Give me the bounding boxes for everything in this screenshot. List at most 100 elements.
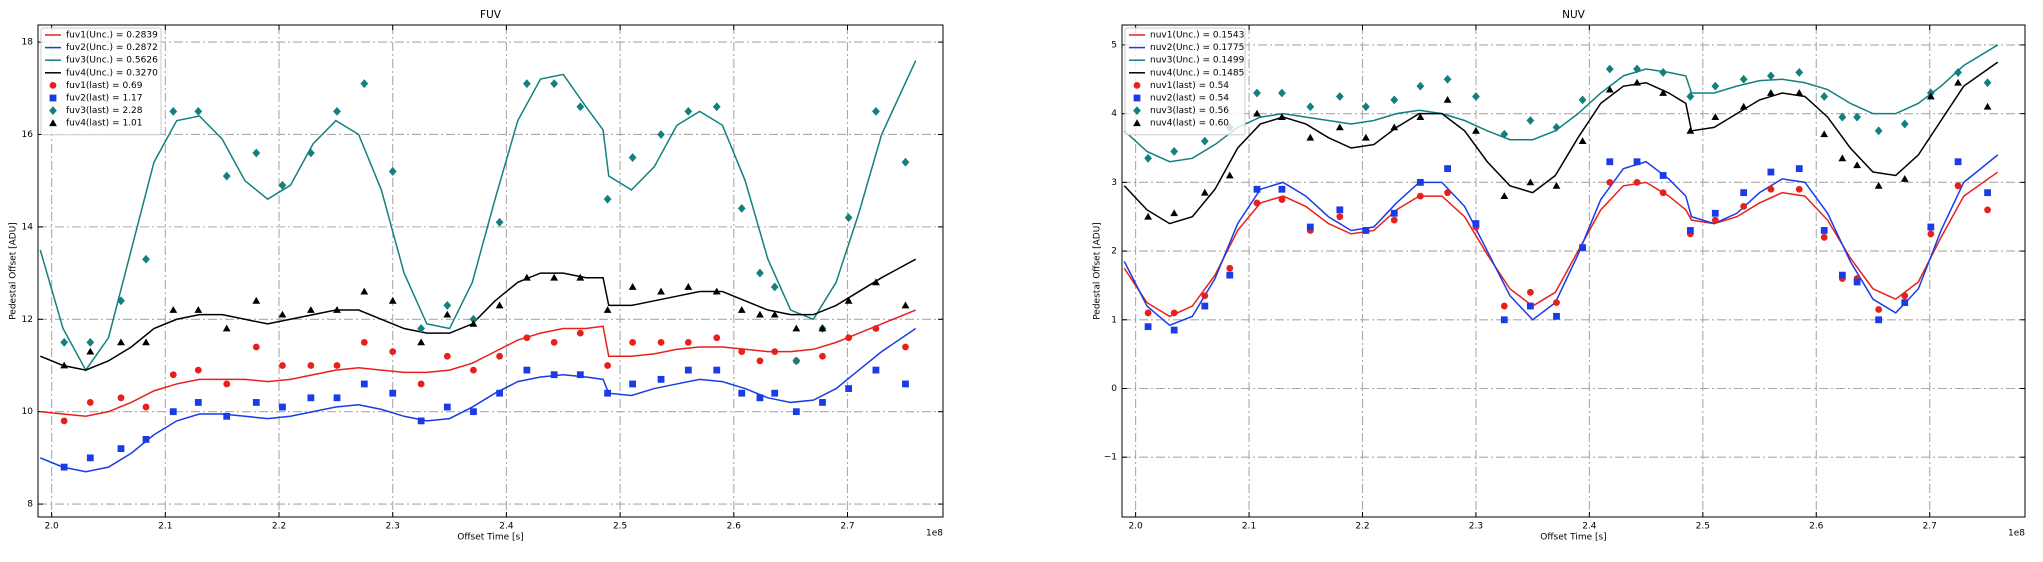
marker (684, 338, 692, 346)
marker (1874, 181, 1883, 189)
marker (252, 343, 260, 351)
marker (1659, 189, 1667, 197)
marker (522, 273, 531, 281)
marker (86, 347, 95, 355)
marker (1926, 92, 1935, 100)
marker (1659, 68, 1668, 77)
marker (576, 102, 585, 112)
x-tick-label: 2.6 (727, 522, 742, 532)
marker (1875, 306, 1883, 313)
marker (1853, 112, 1862, 122)
series-line (1123, 154, 1999, 327)
marker (872, 278, 880, 286)
marker (1927, 230, 1935, 238)
marker (818, 324, 827, 332)
chart-title: NUV (1562, 9, 1586, 21)
marker (469, 319, 478, 327)
marker (576, 273, 585, 281)
marker (469, 314, 478, 324)
x-tick-label: 2.5 (613, 522, 627, 532)
legend-label: fuv1(Unc.) = 0.2839 (66, 31, 158, 41)
marker (1335, 92, 1344, 101)
legend-label: nuv3(Unc.) = 0.1499 (1150, 56, 1245, 66)
x-tick-label: 2.3 (386, 522, 400, 532)
marker (1170, 209, 1179, 217)
marker (684, 106, 693, 116)
marker (443, 301, 452, 310)
marker (252, 296, 261, 304)
marker (1390, 209, 1398, 217)
marker (1278, 113, 1286, 120)
marker (1767, 168, 1775, 176)
marker (1362, 102, 1370, 112)
marker (1606, 178, 1614, 186)
marker (1853, 278, 1861, 286)
marker (604, 362, 612, 369)
marker (1526, 302, 1534, 310)
marker (1853, 161, 1862, 169)
marker (1200, 188, 1209, 196)
marker (792, 408, 800, 416)
marker (1900, 119, 1909, 129)
marker (1820, 233, 1828, 241)
x-tick-label: 2.7 (840, 522, 854, 532)
series-line (39, 258, 917, 371)
marker (844, 213, 853, 223)
y-tick-label: 10 (22, 407, 34, 417)
marker (389, 389, 397, 397)
marker (657, 375, 665, 383)
marker (604, 389, 612, 397)
marker (417, 324, 426, 333)
marker (194, 399, 202, 406)
marker (333, 306, 341, 313)
series-line (40, 309, 916, 418)
marker (1740, 189, 1748, 197)
marker (306, 148, 315, 158)
marker (495, 217, 504, 227)
plot-area (1123, 44, 1999, 334)
legend-label: nuv1(Unc.) = 0.1543 (1150, 31, 1244, 41)
legend-label: fuv1(last) = 0.69 (66, 81, 143, 91)
marker (306, 306, 315, 313)
marker (194, 366, 202, 374)
series-line (39, 60, 917, 372)
marker (1416, 178, 1424, 186)
marker (169, 408, 177, 416)
marker (844, 296, 853, 304)
marker (1633, 178, 1641, 186)
marker (1767, 185, 1775, 193)
marker (629, 338, 637, 346)
legend-label: nuv4(last) = 0.60 (1150, 119, 1229, 129)
x-axis-label: Offset Time [s] (457, 533, 524, 543)
marker (1500, 192, 1509, 200)
marker (1444, 165, 1451, 173)
marker (1553, 299, 1560, 307)
marker (1170, 147, 1179, 156)
legend-swatch (1133, 82, 1141, 89)
marker (470, 408, 477, 416)
marker (901, 301, 910, 309)
marker (417, 338, 426, 346)
marker (388, 167, 397, 176)
marker (496, 389, 503, 397)
marker (684, 366, 692, 374)
marker (169, 106, 178, 116)
marker (684, 283, 693, 290)
marker (1739, 74, 1748, 84)
legend-label: fuv4(Unc.) = 0.3270 (66, 68, 158, 78)
y-tick-label: 12 (22, 315, 33, 325)
marker (1253, 109, 1261, 117)
marker (1766, 89, 1775, 96)
marker (576, 329, 584, 337)
marker (1278, 88, 1286, 98)
marker (1526, 116, 1535, 125)
marker (819, 399, 826, 406)
y-tick-label: 0 (1111, 384, 1117, 394)
marker (1500, 129, 1509, 139)
marker (713, 366, 721, 374)
marker (576, 371, 584, 379)
marker (628, 153, 637, 162)
y-tick-label: 14 (22, 222, 34, 232)
marker (1336, 206, 1344, 214)
marker (712, 102, 721, 112)
